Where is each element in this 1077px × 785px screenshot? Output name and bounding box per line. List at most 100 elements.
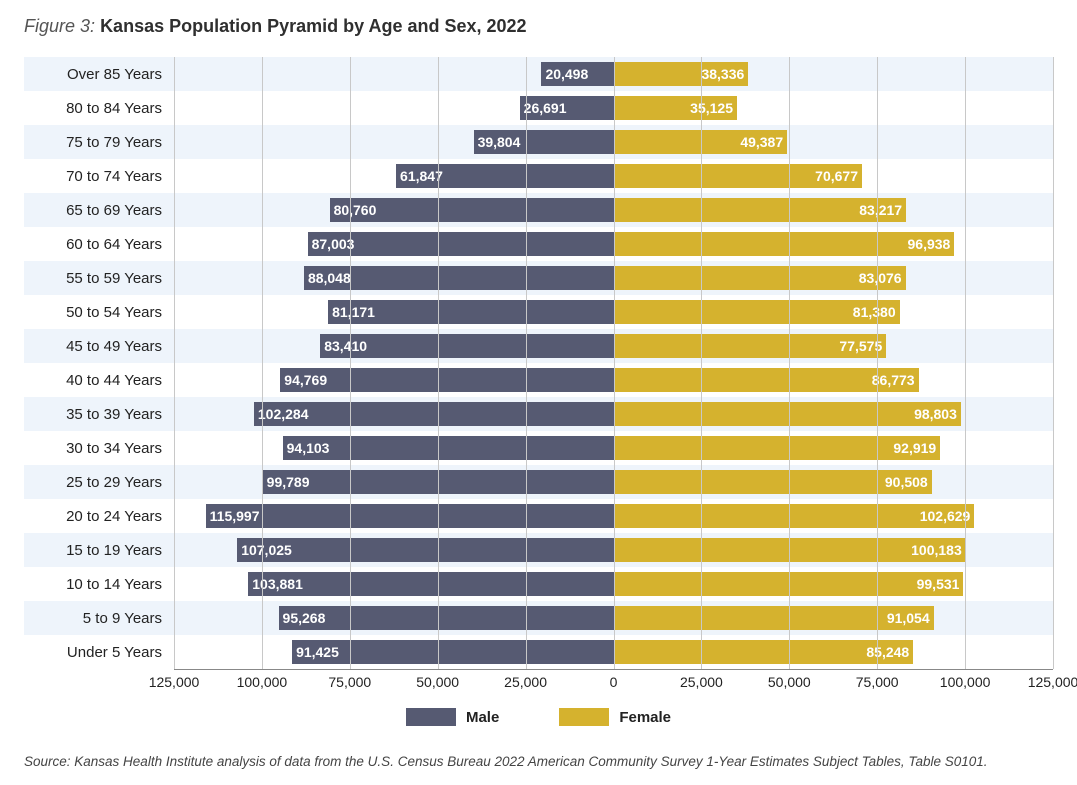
age-group-label: 75 to 79 Years xyxy=(24,134,174,151)
x-axis-tick: 0 xyxy=(610,674,618,690)
male-bar-value: 99,789 xyxy=(267,474,310,490)
male-bar: 88,048 xyxy=(304,266,614,290)
male-bar-value: 115,997 xyxy=(210,508,260,524)
bars-zone: 81,171 81,380 xyxy=(174,295,1053,329)
x-axis-tick: 100,000 xyxy=(940,674,991,690)
bars-zone: 94,103 92,919 xyxy=(174,431,1053,465)
female-bar: 70,677 xyxy=(614,164,863,188)
female-bar-value: 35,125 xyxy=(690,100,733,116)
male-bar-value: 94,769 xyxy=(284,372,327,388)
table-row: 55 to 59 Years 88,048 83,076 xyxy=(24,261,1053,295)
male-bar: 95,268 xyxy=(279,606,614,630)
age-group-label: 20 to 24 Years xyxy=(24,508,174,525)
table-row: 5 to 9 Years 95,268 91,054 xyxy=(24,601,1053,635)
male-bar-value: 80,760 xyxy=(334,202,377,218)
x-axis: 125,000100,00075,00050,00025,000025,0005… xyxy=(174,669,1053,700)
female-bar-value: 83,076 xyxy=(859,270,902,286)
female-bar-value: 81,380 xyxy=(853,304,896,320)
female-bar-value: 49,387 xyxy=(740,134,783,150)
female-bar: 102,629 xyxy=(614,504,975,528)
table-row: 25 to 29 Years99,78990,508 xyxy=(24,465,1053,499)
male-bar: 99,789 xyxy=(263,470,614,494)
female-bar: 90,508 xyxy=(614,470,932,494)
female-bar: 100,183 xyxy=(614,538,966,562)
male-bar-value: 81,171 xyxy=(332,304,375,320)
female-bar-value: 70,677 xyxy=(815,168,858,184)
female-bar: 86,773 xyxy=(614,368,919,392)
population-pyramid-chart: Over 85 Years20,49838,336 80 to 84 Years 2… xyxy=(24,57,1053,726)
bars-zone: 102,28498,803 xyxy=(174,397,1053,431)
female-bar: 92,919 xyxy=(614,436,941,460)
age-group-label: 45 to 49 Years xyxy=(24,338,174,355)
female-bar: 83,217 xyxy=(614,198,907,222)
male-bar-value: 94,103 xyxy=(287,440,330,456)
male-bar: 115,997 xyxy=(206,504,614,528)
female-bar: 96,938 xyxy=(614,232,955,256)
age-group-label: Under 5 Years xyxy=(24,644,174,661)
legend: Male Female xyxy=(24,708,1053,726)
age-group-label: 5 to 9 Years xyxy=(24,610,174,627)
bars-zone: 91,425 85,248 xyxy=(174,635,1053,669)
source-note: Source: Kansas Health Institute analysis… xyxy=(24,754,1053,769)
table-row: Over 85 Years20,49838,336 xyxy=(24,57,1053,91)
table-row: 30 to 34 Years 94,103 92,919 xyxy=(24,431,1053,465)
age-group-label: 65 to 69 Years xyxy=(24,202,174,219)
table-row: 80 to 84 Years 26,691 35,125 xyxy=(24,91,1053,125)
table-row: 15 to 19 Years107,025100,183 xyxy=(24,533,1053,567)
table-row: 20 to 24 Years 115,997 102,629 xyxy=(24,499,1053,533)
female-bar-value: 86,773 xyxy=(872,372,915,388)
female-bar: 77,575 xyxy=(614,334,887,358)
male-bar-value: 107,025 xyxy=(241,542,292,558)
male-bar: 103,881 xyxy=(248,572,613,596)
bars-zone: 115,997 102,629 xyxy=(174,499,1053,533)
age-group-label: 40 to 44 Years xyxy=(24,372,174,389)
female-bar-value: 77,575 xyxy=(839,338,882,354)
table-row: 60 to 64 Years87,00396,938 xyxy=(24,227,1053,261)
female-bar-value: 102,629 xyxy=(920,508,971,524)
age-group-label: 50 to 54 Years xyxy=(24,304,174,321)
bars-zone: 95,268 91,054 xyxy=(174,601,1053,635)
male-bar: 91,425 xyxy=(292,640,613,664)
age-group-label: 80 to 84 Years xyxy=(24,100,174,117)
x-axis-tick: 75,000 xyxy=(856,674,899,690)
figure-title: Figure 3: Kansas Population Pyramid by A… xyxy=(24,16,1053,37)
male-bar-value: 39,804 xyxy=(478,134,521,150)
female-bar-value: 100,183 xyxy=(911,542,962,558)
x-axis-tick: 50,000 xyxy=(768,674,811,690)
male-bar: 26,691 xyxy=(520,96,614,120)
age-group-label: 60 to 64 Years xyxy=(24,236,174,253)
male-bar: 39,804 xyxy=(474,130,614,154)
x-axis-tick: 100,000 xyxy=(237,674,288,690)
bars-zone: 80,760 83,217 xyxy=(174,193,1053,227)
female-bar: 81,380 xyxy=(614,300,900,324)
legend-female-swatch xyxy=(559,708,609,726)
table-row: 50 to 54 Years 81,171 81,380 xyxy=(24,295,1053,329)
bars-zone: 87,00396,938 xyxy=(174,227,1053,261)
legend-male: Male xyxy=(406,708,499,726)
male-bar-value: 95,268 xyxy=(283,610,326,626)
legend-female-label: Female xyxy=(619,709,671,726)
female-bar: 83,076 xyxy=(614,266,906,290)
age-group-label: 30 to 34 Years xyxy=(24,440,174,457)
male-bar-value: 26,691 xyxy=(524,100,567,116)
female-bar-value: 85,248 xyxy=(866,644,909,660)
female-bar: 99,531 xyxy=(614,572,964,596)
table-row: 10 to 14 Years103,88199,531 xyxy=(24,567,1053,601)
female-bar: 49,387 xyxy=(614,130,788,154)
female-bar: 91,054 xyxy=(614,606,934,630)
age-group-label: 55 to 59 Years xyxy=(24,270,174,287)
table-row: 70 to 74 Years61,84770,677 xyxy=(24,159,1053,193)
table-row: 45 to 49 Years 83,410 77,575 xyxy=(24,329,1053,363)
chart-rows: Over 85 Years20,49838,336 80 to 84 Years 2… xyxy=(24,57,1053,669)
male-bar: 81,171 xyxy=(328,300,613,324)
legend-male-swatch xyxy=(406,708,456,726)
bars-zone: 99,789 90,508 xyxy=(174,465,1053,499)
figure-main-title: Kansas Population Pyramid by Age and Sex… xyxy=(100,16,526,36)
bars-zone: 83,410 77,575 xyxy=(174,329,1053,363)
female-bar: 35,125 xyxy=(614,96,737,120)
male-bar: 94,769 xyxy=(280,368,613,392)
male-bar: 83,410 xyxy=(320,334,613,358)
bars-zone: 61,84770,677 xyxy=(174,159,1053,193)
male-bar: 87,003 xyxy=(308,232,614,256)
male-bar-value: 83,410 xyxy=(324,338,367,354)
